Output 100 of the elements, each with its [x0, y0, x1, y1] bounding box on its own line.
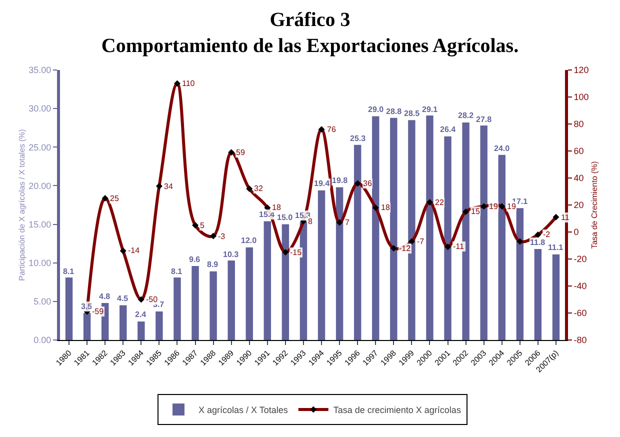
- data-label: 15.3: [295, 211, 312, 220]
- bar: [120, 305, 127, 340]
- data-label: 2.4: [135, 310, 147, 319]
- bar: [354, 144, 362, 340]
- data-label: 22: [435, 198, 444, 207]
- data-label: 29.1: [422, 105, 438, 114]
- data-label: -7: [417, 237, 425, 246]
- y-tick-label: 20.00: [28, 180, 52, 191]
- data-label: 19.8: [332, 176, 348, 185]
- data-label: 8.9: [207, 260, 219, 269]
- bar: [65, 278, 73, 340]
- data-label: -3: [218, 232, 226, 241]
- data-label: 8.1: [63, 267, 75, 276]
- chart-title: Gráfico 3: [270, 9, 350, 32]
- data-label: 32: [254, 184, 264, 193]
- y2-tick-label: -60: [574, 308, 587, 318]
- bar: [444, 136, 452, 340]
- data-label: -15: [290, 248, 302, 257]
- bar: [516, 208, 524, 340]
- bar: [336, 187, 344, 340]
- bar: [318, 190, 326, 340]
- y-tick-label: 25.00: [28, 142, 52, 152]
- data-label: 59: [236, 148, 246, 157]
- data-label: -12: [399, 244, 412, 253]
- y2-tick-label: -80: [574, 335, 587, 346]
- data-label: -11: [453, 242, 465, 251]
- data-label: 5: [200, 221, 205, 230]
- data-label: 28.8: [386, 107, 402, 116]
- data-label: 19.4: [314, 179, 330, 188]
- bar: [174, 278, 181, 340]
- bar: [264, 221, 272, 340]
- data-label: 7: [345, 218, 350, 227]
- data-label: 27.8: [476, 115, 492, 124]
- y2-tick-label: 120: [574, 65, 589, 76]
- data-label: 10.3: [223, 250, 240, 259]
- bar: [462, 122, 470, 340]
- data-label: 8: [308, 217, 313, 226]
- data-label: 12.0: [241, 236, 258, 245]
- data-label: 28.5: [404, 109, 420, 118]
- bar: [390, 118, 398, 340]
- bar: [282, 224, 290, 340]
- bar: [138, 321, 145, 340]
- y2-tick-label: 100: [574, 92, 589, 102]
- data-label: 18: [272, 203, 282, 212]
- data-label: -2: [543, 230, 551, 239]
- data-label: 24.0: [494, 144, 510, 153]
- y2-tick-label: 80: [574, 119, 584, 130]
- data-label: 11.8: [530, 238, 546, 247]
- y2-tick-label: -20: [574, 254, 587, 264]
- data-label: 36: [363, 179, 372, 188]
- bar: [228, 260, 235, 340]
- bar: [552, 254, 560, 340]
- data-label: 19: [489, 202, 498, 211]
- data-label: 25.3: [350, 134, 366, 143]
- bar: [426, 116, 434, 340]
- bar: [210, 271, 217, 340]
- data-label: 4.8: [99, 292, 111, 301]
- y2-tick-label: -40: [574, 281, 587, 292]
- data-label: 8.1: [171, 267, 183, 276]
- y-tick-label: 10.00: [28, 258, 52, 268]
- bar: [246, 247, 253, 340]
- bar: [498, 154, 506, 340]
- data-label: -14: [128, 246, 140, 255]
- data-label: 9.6: [189, 255, 201, 264]
- data-label: 11.1: [548, 243, 564, 252]
- bar: [156, 311, 163, 340]
- bar: [480, 126, 488, 340]
- data-label: 29.0: [368, 105, 384, 114]
- data-label: 26.4: [440, 125, 456, 134]
- data-label: 4.5: [117, 294, 129, 303]
- bar: [534, 248, 542, 340]
- y-tick-label: 0.00: [34, 335, 52, 346]
- data-label: -59: [92, 307, 104, 316]
- legend-label: X agrícolas / X Totales: [198, 405, 288, 416]
- legend-label: Tasa de crecimiento X agrícolas: [333, 405, 462, 416]
- y-axis-title: Participación de X agrícolas / X totales (%): [18, 128, 27, 281]
- y-tick-label: 35.00: [28, 65, 52, 76]
- data-label: 28.2: [458, 111, 474, 120]
- data-label: 25: [110, 194, 120, 203]
- data-label: 110: [182, 79, 196, 88]
- bar: [192, 266, 199, 340]
- y-tick-label: 5.00: [34, 296, 52, 307]
- data-label: -50: [146, 295, 158, 304]
- data-label: 3.5: [81, 302, 93, 311]
- y2-tick-label: 0: [574, 227, 579, 238]
- data-label: 34: [164, 182, 174, 191]
- data-label: 15.0: [277, 213, 294, 222]
- bar: [83, 313, 91, 340]
- bar: [372, 116, 380, 340]
- y2-tick-label: 40: [574, 173, 584, 184]
- y2-tick-label: 60: [574, 146, 584, 156]
- y-tick-label: 15.00: [28, 219, 52, 230]
- chart-subtitle: Comportamiento de las Exportaciones Agrícolas.: [101, 35, 519, 58]
- data-label: 15: [471, 207, 480, 216]
- data-label: 19: [507, 202, 516, 211]
- y-tick-label: 30.00: [28, 104, 52, 114]
- y2-axis-title: Tasa de Crecimiento (%): [590, 160, 599, 249]
- data-label: 15.4: [259, 210, 276, 219]
- data-label: 76: [327, 125, 336, 134]
- data-label: 18: [381, 203, 390, 212]
